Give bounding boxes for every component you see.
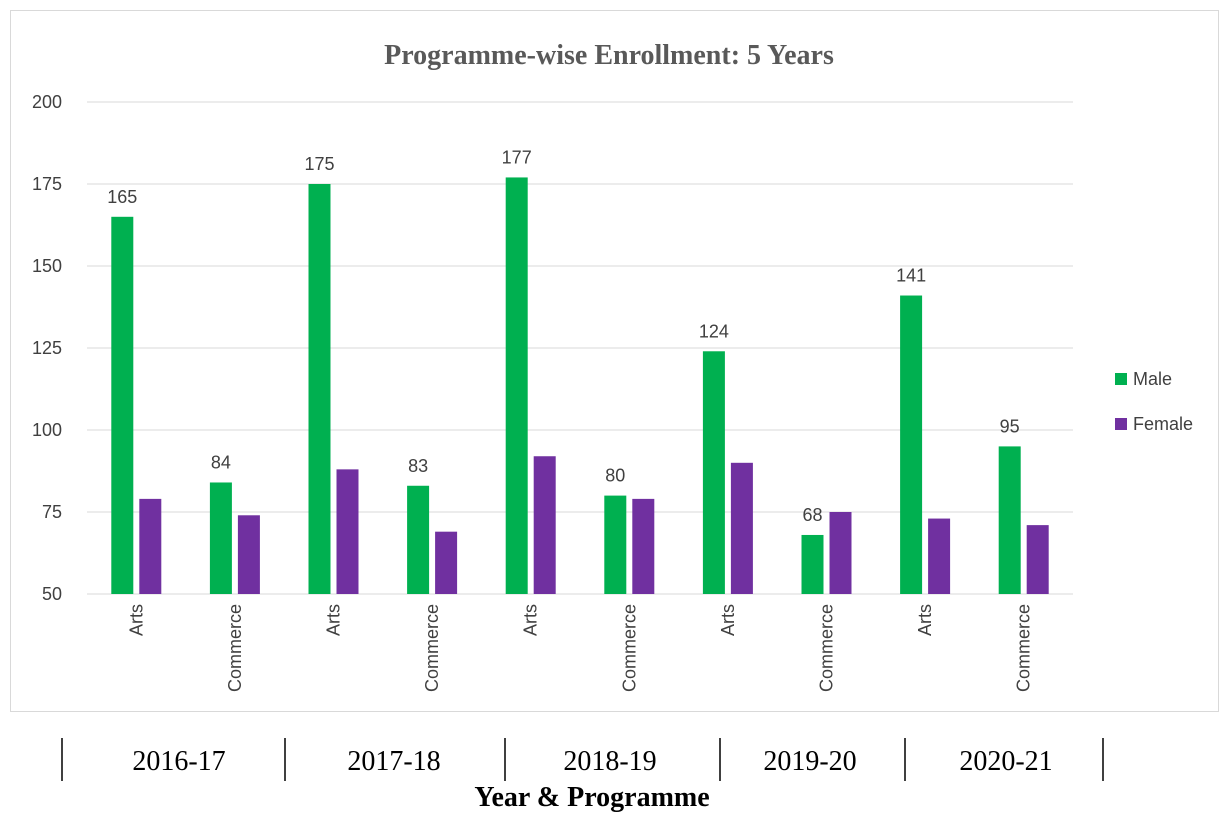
category-label: Arts bbox=[324, 604, 344, 636]
category-label: Commerce bbox=[619, 604, 639, 692]
data-label-male: 141 bbox=[896, 266, 926, 286]
y-tick-label: 200 bbox=[32, 92, 62, 112]
bar-male bbox=[998, 446, 1021, 594]
y-tick-label: 150 bbox=[32, 256, 62, 276]
bar-male bbox=[604, 495, 627, 594]
bar-male bbox=[111, 216, 134, 595]
year-groups: 2016-17 2017-18 2018-19 2019-20 2020-21 bbox=[61, 738, 1104, 781]
year-label: 2016-17 bbox=[132, 746, 225, 777]
data-label-male: 177 bbox=[502, 147, 532, 167]
y-tick-label: 50 bbox=[42, 584, 62, 604]
data-label-male: 68 bbox=[802, 505, 822, 525]
bar-female bbox=[139, 498, 162, 594]
legend-swatch-female bbox=[1115, 418, 1127, 430]
y-tick-label: 100 bbox=[32, 420, 62, 440]
category-labels: Arts Commerce Arts Commerce Arts Commerce Arts… bbox=[126, 604, 1033, 692]
bar-female bbox=[336, 469, 359, 594]
bar-female bbox=[435, 531, 458, 594]
data-label-male: 165 bbox=[107, 187, 137, 207]
y-tick-label: 125 bbox=[32, 338, 62, 358]
bar-female bbox=[928, 518, 951, 594]
gridlines bbox=[87, 101, 1073, 595]
bar-male bbox=[407, 485, 430, 594]
data-label-male: 95 bbox=[1000, 416, 1020, 436]
legend: Male Female bbox=[1115, 369, 1193, 434]
x-axis-title: Year & Programme bbox=[474, 782, 709, 813]
bar-female bbox=[730, 462, 753, 594]
bar-female bbox=[829, 512, 852, 594]
y-axis-ticks: 50 75 100 125 150 175 200 bbox=[32, 92, 62, 604]
bar-female bbox=[533, 456, 556, 594]
year-label: 2017-18 bbox=[347, 746, 440, 777]
y-tick-label: 175 bbox=[32, 174, 62, 194]
bar-female bbox=[237, 515, 260, 594]
bar-male bbox=[209, 482, 232, 594]
bar-male bbox=[702, 351, 725, 594]
chart-area-border bbox=[10, 10, 1219, 712]
data-label-male: 83 bbox=[408, 456, 428, 476]
category-label: Commerce bbox=[1014, 604, 1034, 692]
category-label: Arts bbox=[126, 604, 146, 636]
category-label: Arts bbox=[718, 604, 738, 636]
data-label-male: 124 bbox=[699, 321, 729, 341]
year-label: 2020-21 bbox=[959, 746, 1052, 777]
data-label-male: 84 bbox=[211, 452, 231, 472]
bar-male bbox=[900, 295, 923, 594]
year-label: 2018-19 bbox=[563, 746, 656, 777]
chart-title: Programme-wise Enrollment: 5 Years bbox=[384, 40, 834, 71]
bar-male bbox=[505, 177, 528, 594]
data-label-male: 80 bbox=[605, 466, 625, 486]
bars bbox=[111, 177, 1049, 595]
bar-female bbox=[632, 498, 655, 594]
bar-male bbox=[308, 184, 331, 594]
y-tick-label: 75 bbox=[42, 502, 62, 522]
category-label: Arts bbox=[915, 604, 935, 636]
bar-male bbox=[801, 534, 824, 594]
data-labels: 165 84 175 83 177 80 124 68 141 95 bbox=[107, 147, 1019, 525]
bar-female bbox=[1026, 525, 1049, 594]
legend-label-female: Female bbox=[1133, 414, 1193, 434]
category-label: Commerce bbox=[422, 604, 442, 692]
category-label: Commerce bbox=[225, 604, 245, 692]
category-label: Commerce bbox=[817, 604, 837, 692]
legend-label-male: Male bbox=[1133, 369, 1172, 389]
category-label: Arts bbox=[521, 604, 541, 636]
data-label-male: 175 bbox=[304, 154, 334, 174]
legend-swatch-male bbox=[1115, 373, 1127, 385]
year-label: 2019-20 bbox=[763, 746, 856, 777]
